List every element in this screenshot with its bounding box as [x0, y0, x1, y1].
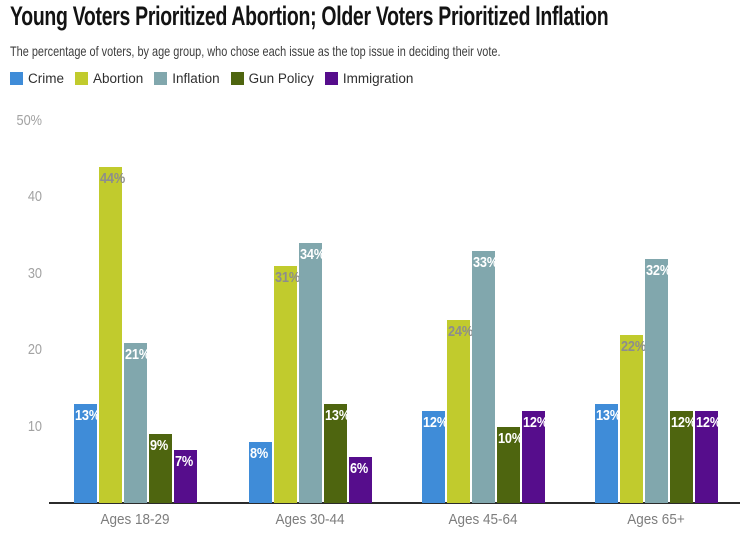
legend-item-gun-policy: Gun Policy [230, 71, 314, 86]
legend-item-inflation: Inflation [154, 71, 220, 86]
legend-item-immigration: Immigration [324, 71, 414, 86]
x-axis-category-label: Ages 30-44 [275, 511, 345, 528]
bar-abortion-ages-65- [619, 334, 643, 503]
bar-value-label: 22% [620, 337, 646, 355]
bar-inflation-ages-45-64 [471, 250, 495, 503]
bar-abortion-ages-30-44 [273, 266, 297, 503]
bar-value-label: 31% [274, 269, 300, 287]
legend-label: Inflation [172, 71, 220, 86]
bar-value-label: 12% [522, 414, 548, 432]
bar-abortion-ages-45-64 [446, 319, 470, 503]
bar-crime-ages-65- [594, 403, 618, 503]
x-axis-line [49, 502, 740, 504]
bar-gun-policy-ages-45-64 [496, 426, 520, 503]
bar-crime-ages-45-64 [421, 411, 445, 503]
bar-value-label: 13% [324, 406, 350, 424]
chart-title: Young Voters Prioritized Abortion; Older… [10, 1, 609, 31]
bar-gun-policy-ages-18-29 [148, 434, 172, 503]
legend-swatch-gun-policy [230, 72, 244, 85]
y-axis-tick-label: 40 [27, 188, 42, 206]
y-axis-tick-label: 20 [27, 341, 42, 359]
bar-crime-ages-30-44 [248, 441, 272, 503]
legend-label: Abortion [93, 71, 144, 86]
bar-value-label: 6% [349, 460, 368, 478]
bar-value-label: 9% [149, 437, 168, 455]
bar-inflation-ages-65- [644, 258, 668, 503]
legend-swatch-abortion [75, 72, 88, 85]
bar-inflation-ages-30-44 [298, 243, 322, 503]
chart-subtitle: The percentage of voters, by age group, … [10, 43, 501, 59]
y-axis-tick-label: 50% [16, 112, 42, 129]
bar-value-label: 21% [124, 345, 150, 363]
bar-value-label: 34% [299, 246, 325, 264]
bar-inflation-ages-18-29 [123, 342, 147, 503]
bar-immigration-ages-45-64 [521, 411, 545, 503]
bar-immigration-ages-30-44 [348, 457, 372, 503]
bar-value-label: 12% [422, 414, 448, 432]
legend-label: Crime [28, 71, 64, 86]
bar-abortion-ages-18-29 [98, 166, 122, 503]
bar-value-label: 24% [447, 322, 473, 340]
bar-crime-ages-18-29 [73, 403, 97, 503]
bar-value-label: 13% [595, 406, 621, 424]
bar-value-label: 10% [497, 429, 523, 447]
legend-swatch-crime [10, 72, 23, 85]
bar-value-label: 32% [645, 261, 671, 279]
bar-value-label: 7% [174, 452, 193, 470]
bar-value-label: 12% [695, 414, 721, 432]
y-axis-tick-label: 30 [27, 264, 42, 282]
legend-label: Immigration [342, 71, 414, 86]
legend-item-crime: Crime [10, 71, 64, 86]
legend-swatch-immigration [324, 72, 338, 85]
bar-gun-policy-ages-65- [669, 411, 693, 503]
legend-item-abortion: Abortion [75, 71, 143, 86]
bar-value-label: 13% [74, 406, 100, 424]
legend-swatch-inflation [154, 72, 168, 85]
y-axis-tick-label: 10 [27, 417, 42, 435]
bar-immigration-ages-65- [694, 411, 718, 503]
x-axis-category-label: Ages 18-29 [100, 511, 170, 528]
bar-value-label: 33% [472, 253, 498, 271]
bar-value-label: 8% [249, 444, 268, 462]
bar-gun-policy-ages-30-44 [323, 403, 347, 503]
bar-value-label: 12% [670, 414, 696, 432]
bar-value-label: 44% [99, 169, 125, 187]
x-axis-category-label: Ages 65+ [627, 511, 685, 528]
x-axis-category-label: Ages 45-64 [448, 511, 518, 528]
legend-label: Gun Policy [248, 71, 314, 86]
chart-legend: Crime Abortion Inflation Gun Policy Immigrat… [10, 71, 424, 86]
bar-immigration-ages-18-29 [173, 449, 197, 503]
